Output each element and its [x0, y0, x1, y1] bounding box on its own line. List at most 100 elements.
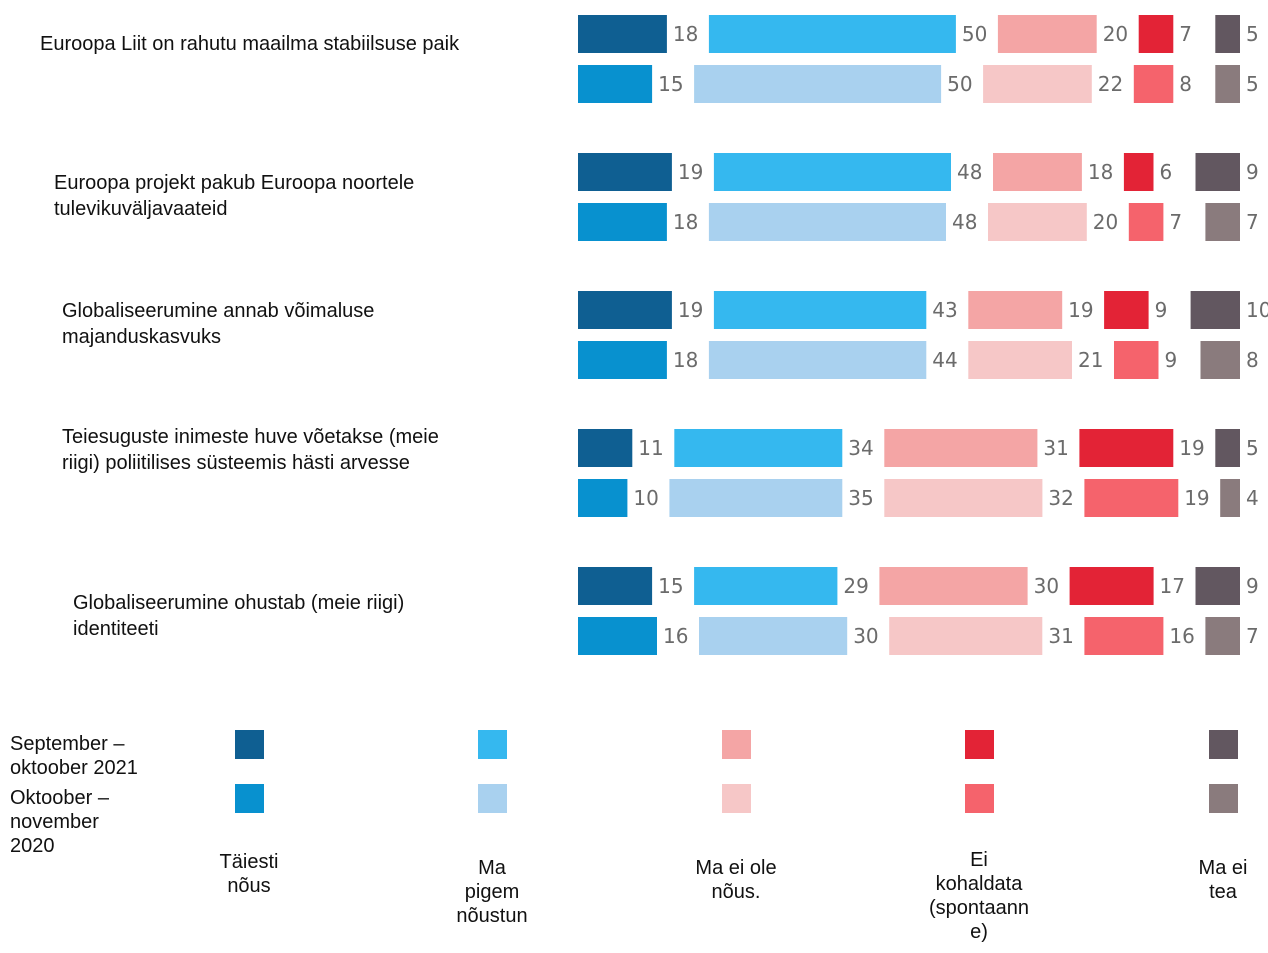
legend-swatch: [722, 730, 751, 759]
value-label-q1-p2-s5: 5: [1246, 72, 1259, 96]
bar-q3-p1-s4: [1104, 291, 1149, 329]
value-label-q4-p2-s4: 19: [1184, 486, 1209, 510]
bar-q4-p1-s1: [578, 429, 633, 467]
bar-q1-p2-s2: [694, 65, 942, 103]
bar-q2-p2-s3: [988, 203, 1087, 241]
bar-q2-p1-s1: [578, 153, 672, 191]
bar-q4-p1-s4: [1079, 429, 1174, 467]
question-label-line: Euroopa Liit on rahutu maailma stabiilsu…: [40, 33, 460, 55]
bar-q1-p1-s4: [1138, 15, 1174, 53]
value-label-q3-p2-s4: 9: [1165, 348, 1178, 372]
value-label-q2-p2-s4: 7: [1169, 210, 1182, 234]
value-label-q3-p2-s2: 44: [932, 348, 957, 372]
bar-q4-p1-s2: [674, 429, 843, 467]
value-label-q5-p2-s5: 7: [1246, 624, 1259, 648]
bar-q1-p2-s4: [1133, 65, 1174, 103]
legend-category-label: Ma pigem nõustun: [422, 856, 562, 928]
value-label-q5-p2-s1: 16: [663, 624, 688, 648]
value-label-q4-p1-s3: 31: [1043, 436, 1068, 460]
bar-q1-p1-s5: [1215, 15, 1240, 53]
legend-category-line: nõus: [227, 875, 271, 897]
value-label-q5-p2-s3: 31: [1048, 624, 1073, 648]
legend-category-label: Ma ei ole nõus.: [666, 856, 806, 904]
value-label-q5-p1-s1: 15: [658, 574, 683, 598]
bar-q3-p2-s3: [968, 341, 1072, 379]
legend-category-line: tea: [1209, 881, 1237, 903]
question-label: Euroopa projekt pakub Euroopa noortele tu…: [54, 170, 414, 222]
bar-q5-p2-s5: [1205, 617, 1240, 655]
bar-q3-p1-s1: [578, 291, 672, 329]
value-label-q3-p2-s1: 18: [673, 348, 698, 372]
value-label-q5-p1-s4: 17: [1160, 574, 1185, 598]
legend-swatch: [965, 784, 994, 813]
legend-swatch: [722, 784, 751, 813]
legend-category-line: Ma ei: [1198, 857, 1248, 879]
legend-category-line: nõustun: [456, 905, 528, 927]
legend-category-label: Ma ei tea: [1153, 856, 1268, 904]
question-label: Teiesuguste inimeste huve võetakse (meie…: [62, 424, 439, 476]
question-label-line: Euroopa projekt pakub Euroopa noortele: [54, 172, 415, 194]
legend-period-line: September –: [10, 733, 125, 755]
bar-q4-p2-s4: [1084, 479, 1179, 517]
value-label-q1-p2-s3: 22: [1098, 72, 1123, 96]
bar-q3-p2-s5: [1200, 341, 1240, 379]
value-label-q4-p2-s2: 35: [848, 486, 873, 510]
bar-q3-p2-s1: [578, 341, 667, 379]
bar-q5-p2-s3: [889, 617, 1043, 655]
value-label-q5-p1-s2: 29: [843, 574, 868, 598]
bar-q1-p1-s1: [578, 15, 667, 53]
legend-swatch: [1209, 784, 1238, 813]
value-label-q4-p1-s1: 11: [638, 436, 663, 460]
question-label: Euroopa Liit on rahutu maailma stabiilsu…: [40, 31, 459, 57]
legend-swatch: [478, 784, 507, 813]
question-label-line: riigi) poliitilises süsteemis hästi arve…: [62, 452, 410, 474]
value-label-q4-p1-s5: 5: [1246, 436, 1259, 460]
legend-category-line: (spontaann: [928, 897, 1030, 919]
bar-q4-p2-s2: [669, 479, 843, 517]
value-label-q4-p2-s1: 10: [633, 486, 658, 510]
legend-swatch: [1209, 730, 1238, 759]
value-label-q2-p1-s1: 19: [678, 160, 703, 184]
value-label-q3-p1-s3: 19: [1068, 298, 1093, 322]
bar-q2-p2-s2: [708, 203, 946, 241]
value-label-q3-p2-s3: 21: [1078, 348, 1103, 372]
value-label-q5-p1-s5: 9: [1246, 574, 1259, 598]
legend-period-label: Oktoober – november 2020: [10, 786, 175, 858]
legend-category-line: e): [970, 921, 988, 943]
bar-q5-p2-s4: [1084, 617, 1164, 655]
legend-category-line: pigem: [464, 881, 520, 903]
value-label-q2-p2-s3: 20: [1093, 210, 1118, 234]
bar-q1-p1-s2: [708, 15, 956, 53]
question-label-line: majanduskasvuks: [62, 326, 221, 348]
bar-q4-p1-s3: [884, 429, 1038, 467]
value-label-q1-p1-s5: 5: [1246, 22, 1259, 46]
legend-swatch: [965, 730, 994, 759]
bar-q5-p1-s1: [578, 567, 653, 605]
value-label-q5-p1-s3: 30: [1034, 574, 1059, 598]
legend-category-label: Ei kohaldata (spontaann e): [909, 848, 1049, 944]
question-label-line: Globaliseerumine annab võimaluse: [62, 300, 375, 322]
bar-q2-p1-s2: [713, 153, 951, 191]
bar-q5-p2-s2: [699, 617, 848, 655]
legend-category-line: Täiesti: [219, 851, 279, 873]
legend-category-label: Täiesti nõus: [179, 850, 319, 898]
value-label-q2-p1-s5: 9: [1246, 160, 1259, 184]
question-label-line: Globaliseerumine ohustab (meie riigi): [73, 592, 405, 614]
legend-period-label: September – oktoober 2021: [10, 732, 175, 780]
question-label-line: Teiesuguste inimeste huve võetakse (meie: [62, 426, 439, 448]
bar-q3-p1-s5: [1190, 291, 1240, 329]
bar-q4-p1-s5: [1215, 429, 1240, 467]
value-label-q1-p2-s1: 15: [658, 72, 683, 96]
bar-q1-p1-s3: [997, 15, 1097, 53]
value-label-q5-p2-s2: 30: [853, 624, 878, 648]
value-label-q1-p1-s4: 7: [1179, 22, 1192, 46]
legend-category-line: kohaldata: [935, 873, 1023, 895]
value-label-q4-p1-s2: 34: [848, 436, 873, 460]
legend-period-line: november: [10, 811, 99, 833]
value-label-q2-p1-s2: 48: [957, 160, 982, 184]
legend-swatch: [235, 784, 264, 813]
value-label-q4-p2-s5: 4: [1246, 486, 1259, 510]
bar-q4-p2-s1: [578, 479, 628, 517]
bar-q2-p2-s4: [1128, 203, 1164, 241]
